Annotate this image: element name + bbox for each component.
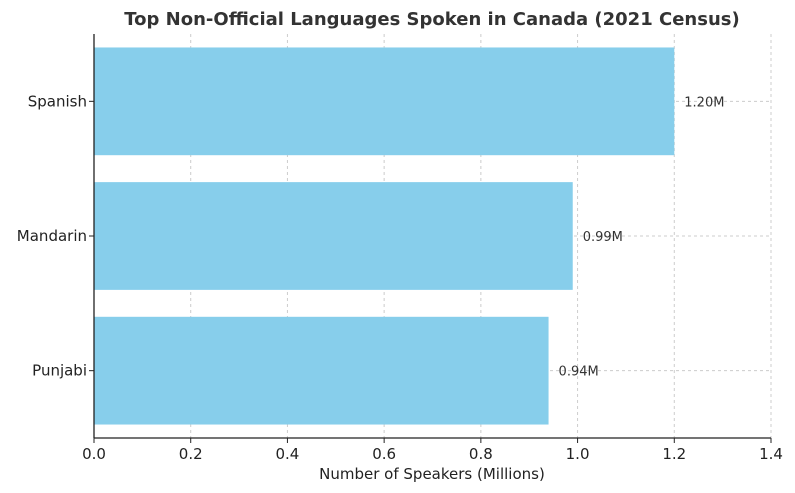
- category-label-punjabi: Punjabi: [32, 362, 87, 380]
- x-tick-label: 0.0: [82, 445, 106, 463]
- x-axis-title: Number of Speakers (Millions): [319, 465, 545, 483]
- category-label-mandarin: Mandarin: [17, 227, 87, 245]
- x-tick-label: 0.2: [179, 445, 203, 463]
- data-label-mandarin: 0.99M: [583, 230, 623, 245]
- bar-punjabi: [94, 316, 549, 425]
- data-label-punjabi: 0.94M: [559, 365, 599, 380]
- x-tick-label: 0.6: [372, 445, 396, 463]
- x-axis-ticks: 0.0 0.2 0.4 0.6 0.8 1.0 1.2 1.4: [82, 438, 783, 463]
- chart-title: Top Non-Official Languages Spoken in Can…: [124, 9, 739, 30]
- data-label-spanish: 1.20M: [684, 95, 724, 110]
- x-tick-label: 0.4: [275, 445, 299, 463]
- bars: 1.20M 0.99M 0.94M: [94, 47, 724, 425]
- x-tick-label: 1.2: [662, 445, 686, 463]
- x-tick-label: 0.8: [469, 445, 493, 463]
- x-tick-label: 1.0: [566, 445, 590, 463]
- bar-mandarin: [94, 182, 573, 290]
- x-tick-label: 1.4: [759, 445, 783, 463]
- category-label-spanish: Spanish: [28, 92, 87, 110]
- category-labels: Spanish Mandarin Punjabi: [17, 92, 94, 380]
- bar-spanish: [94, 47, 675, 156]
